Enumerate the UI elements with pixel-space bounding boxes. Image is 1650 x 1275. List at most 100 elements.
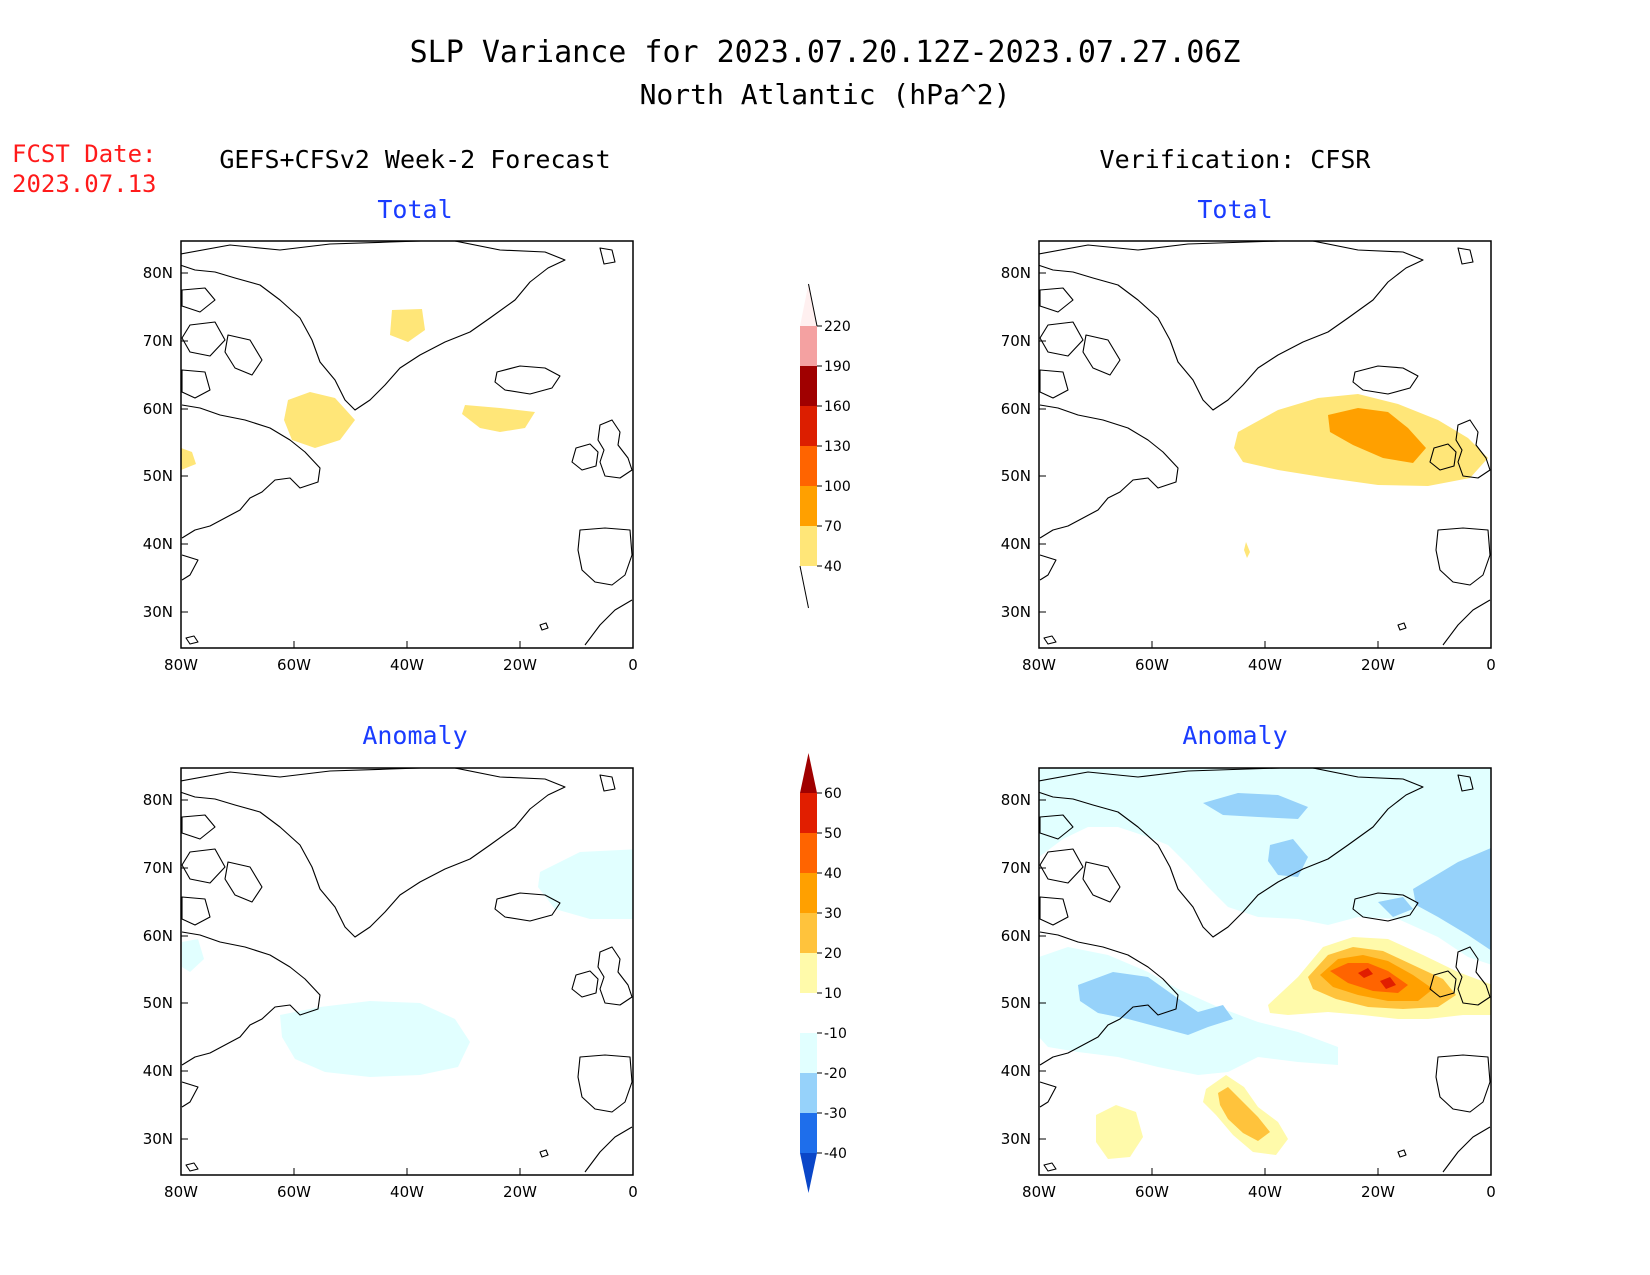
contour-fill <box>1096 1105 1143 1159</box>
lat-tick-label: 70N <box>143 332 173 350</box>
colorbar-label: 50 <box>824 826 842 842</box>
contour-fill <box>1078 972 1233 1035</box>
lat-tick-label: 40N <box>143 1062 173 1080</box>
lat-tick-label: 50N <box>143 467 173 485</box>
lat-tick-label: 80N <box>1001 791 1031 809</box>
colorbar-end-triangle <box>800 753 817 793</box>
colorbar-segment <box>800 406 817 446</box>
colorbar-segment <box>800 1113 817 1153</box>
lon-tick-label: 60W <box>277 1183 311 1201</box>
lat-tick-label: 30N <box>143 1130 173 1148</box>
colorbar-label: 20 <box>824 946 842 962</box>
contour-fill <box>1358 968 1373 978</box>
colorbar-label: 220 <box>824 319 851 335</box>
contour-fill <box>462 405 535 432</box>
lat-tick-label: 80N <box>143 264 173 282</box>
lat-tick-label: 70N <box>143 859 173 877</box>
colorbar-total: 220 190 160 130 100 70 40 <box>799 283 851 609</box>
lon-tick-label: 0 <box>628 656 638 674</box>
lon-tick-label: 80W <box>1022 656 1056 674</box>
lat-tick-label: 40N <box>1001 535 1031 553</box>
colorbar-segment <box>800 526 817 566</box>
lat-tick-label: 80N <box>1001 264 1031 282</box>
contour-fill <box>390 309 425 342</box>
lon-tick-label: 80W <box>164 656 198 674</box>
contour-fill <box>1413 847 1491 951</box>
contour-fill <box>538 849 633 919</box>
lat-tick-label: 30N <box>1001 603 1031 621</box>
colorbar-label: 70 <box>824 519 842 535</box>
lon-tick-label: 0 <box>1486 656 1496 674</box>
contour-fill <box>1328 408 1426 463</box>
lon-tick-label: 0 <box>1486 1183 1496 1201</box>
contour-fill <box>1268 839 1308 877</box>
lat-tick-label: 70N <box>1001 859 1031 877</box>
coastline <box>181 768 633 1173</box>
colorbar-segment <box>800 1033 817 1073</box>
map-frame <box>180 240 634 649</box>
title-line-2: North Atlantic (hPa^2) <box>640 78 1011 111</box>
contour-fill <box>182 939 204 972</box>
colorbar-label: 60 <box>824 786 842 802</box>
colorbar-label: 10 <box>824 986 842 1002</box>
colorbar-label: 160 <box>824 399 851 415</box>
lon-tick-label: 80W <box>1022 1183 1056 1201</box>
colorbar-segment <box>800 993 817 1033</box>
colorbar-label: -40 <box>824 1146 847 1162</box>
lat-tick-label: 60N <box>143 927 173 945</box>
lon-tick-label: 60W <box>277 656 311 674</box>
lat-tick-label: 50N <box>143 994 173 1012</box>
lon-tick-label: 20W <box>1361 1183 1395 1201</box>
lat-tick-label: 40N <box>1001 1062 1031 1080</box>
contour-fill <box>280 1001 470 1077</box>
colorbar-label: -20 <box>824 1066 847 1082</box>
title-line-1: SLP Variance for 2023.07.20.12Z-2023.07.… <box>410 35 1241 70</box>
contour-fill <box>1378 897 1413 917</box>
lat-tick-label: 30N <box>143 603 173 621</box>
lon-tick-label: 40W <box>1248 656 1282 674</box>
colorbar-segment <box>800 793 817 833</box>
fcst-date-value: 2023.07.13 <box>12 170 157 198</box>
colorbar-label: 190 <box>824 359 851 375</box>
colorbar-segment <box>800 446 817 486</box>
lat-tick-label: 70N <box>1001 332 1031 350</box>
colorbar-label: -10 <box>824 1026 847 1042</box>
colorbar-segment <box>800 873 817 913</box>
panel-title-forecast-total: Total <box>377 195 452 224</box>
lat-tick-label: 60N <box>143 400 173 418</box>
lat-tick-label: 30N <box>1001 1130 1031 1148</box>
colorbar-segment <box>800 833 817 873</box>
panel-title-forecast-anomaly: Anomaly <box>362 721 467 750</box>
colorbar-segment <box>800 326 817 366</box>
contour-fill <box>284 392 355 448</box>
colorbar-segment <box>800 913 817 953</box>
panel-title-verification-anomaly: Anomaly <box>1182 721 1287 750</box>
lon-tick-label: 20W <box>1361 656 1395 674</box>
lat-tick-label: 40N <box>143 535 173 553</box>
forecast-column-title: GEFS+CFSv2 Week-2 Forecast <box>219 145 610 174</box>
colorbar-label: 40 <box>824 866 842 882</box>
colorbar-end-triangle <box>800 1153 817 1193</box>
map-forecast-total <box>180 240 634 649</box>
fcst-date-label: FCST Date: <box>12 140 157 168</box>
colorbar-label: 100 <box>824 479 851 495</box>
lon-tick-label: 60W <box>1135 1183 1169 1201</box>
lon-tick-label: 40W <box>390 656 424 674</box>
lon-tick-label: 20W <box>503 1183 537 1201</box>
lat-tick-label: 80N <box>143 791 173 809</box>
lon-tick-label: 40W <box>390 1183 424 1201</box>
contour-fill <box>1039 768 1491 965</box>
map-verification-anomaly <box>1038 767 1492 1176</box>
contour-fill <box>1203 793 1308 819</box>
lat-tick-label: 60N <box>1001 927 1031 945</box>
colorbar-segment <box>800 366 817 406</box>
axis-labels: 80W 60W 40W 20W 0 80N 70N 60N 50N 40N 30N 80W 60W 40W… <box>143 264 1496 1201</box>
lon-tick-label: 60W <box>1135 656 1169 674</box>
colorbar-label: -30 <box>824 1106 847 1122</box>
lat-tick-label: 50N <box>1001 467 1031 485</box>
colorbar-segment <box>800 1073 817 1113</box>
colorbar-label: 30 <box>824 906 842 922</box>
colorbar-label: 130 <box>824 439 851 455</box>
verification-column-title: Verification: CFSR <box>1100 145 1372 174</box>
